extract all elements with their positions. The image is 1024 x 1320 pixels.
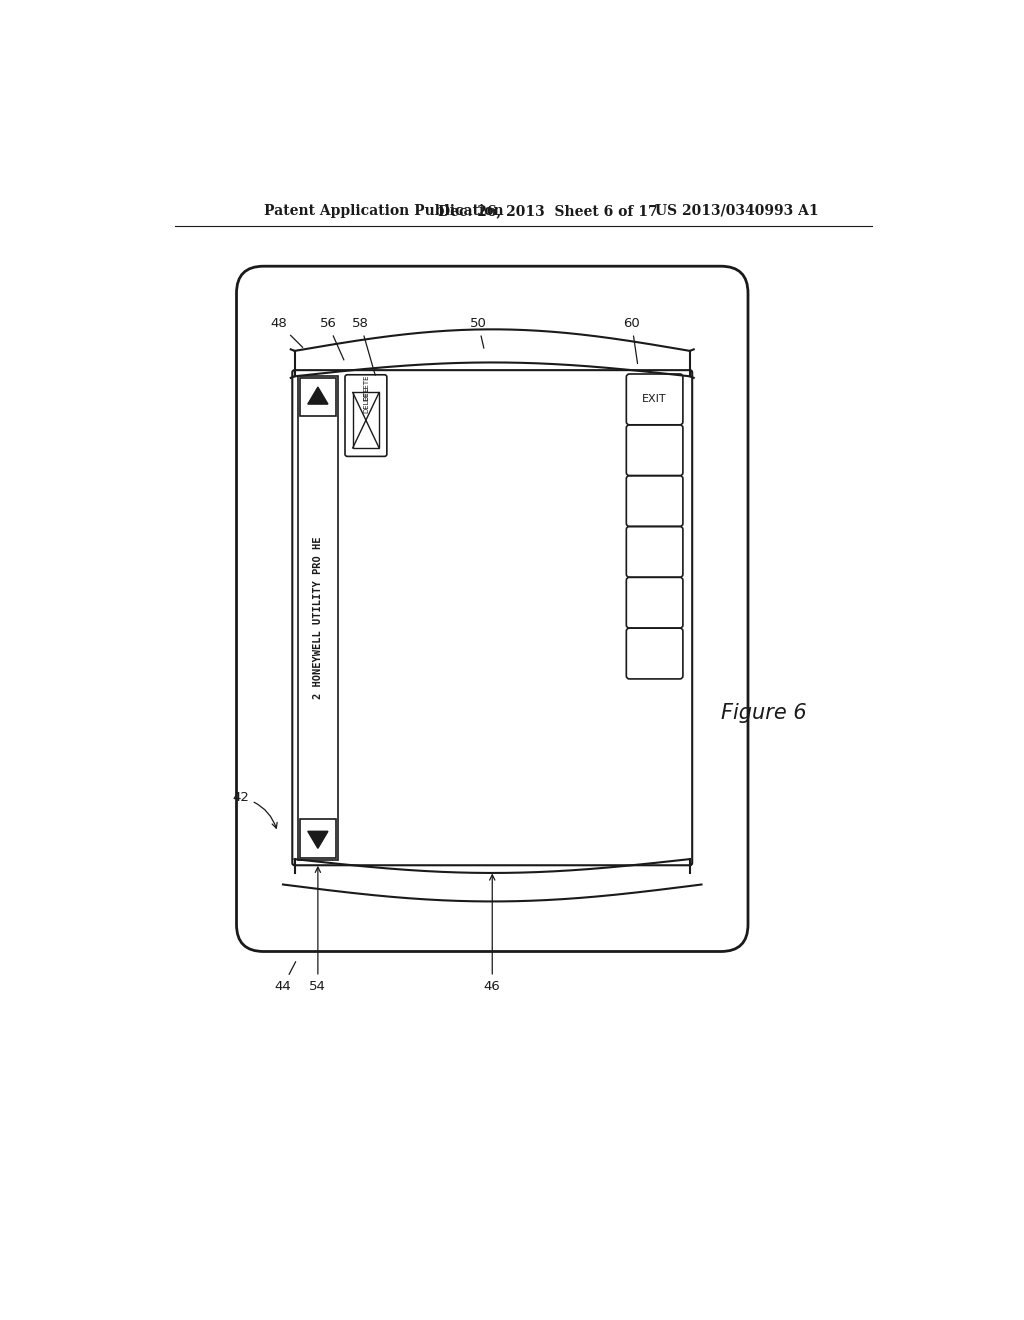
Polygon shape [308,387,328,404]
Text: DELETE: DELETE [362,375,369,401]
Text: 2 HONEYWELL UTILITY PRO HE: 2 HONEYWELL UTILITY PRO HE [313,536,323,700]
Text: US 2013/0340993 A1: US 2013/0340993 A1 [655,203,818,218]
Text: 48: 48 [270,317,303,347]
Text: Patent Application Publication: Patent Application Publication [263,203,503,218]
Text: Figure 6: Figure 6 [721,702,806,723]
Text: 60: 60 [624,317,640,363]
Bar [352,392,379,447]
Text: Dec. 26, 2013  Sheet 6 of 17: Dec. 26, 2013 Sheet 6 of 17 [438,203,657,218]
Text: 50: 50 [470,317,486,348]
Text: 46: 46 [484,875,501,993]
Bar [300,378,336,416]
Bar [300,818,336,858]
Text: 56: 56 [319,317,344,360]
Text: 58: 58 [352,317,375,375]
Bar [298,376,338,859]
Text: DELETE: DELETE [362,387,369,413]
Text: 54: 54 [309,867,327,993]
Text: EXIT: EXIT [642,395,667,404]
Text: 44: 44 [274,962,296,993]
Text: 42: 42 [232,791,278,828]
Polygon shape [308,832,328,849]
